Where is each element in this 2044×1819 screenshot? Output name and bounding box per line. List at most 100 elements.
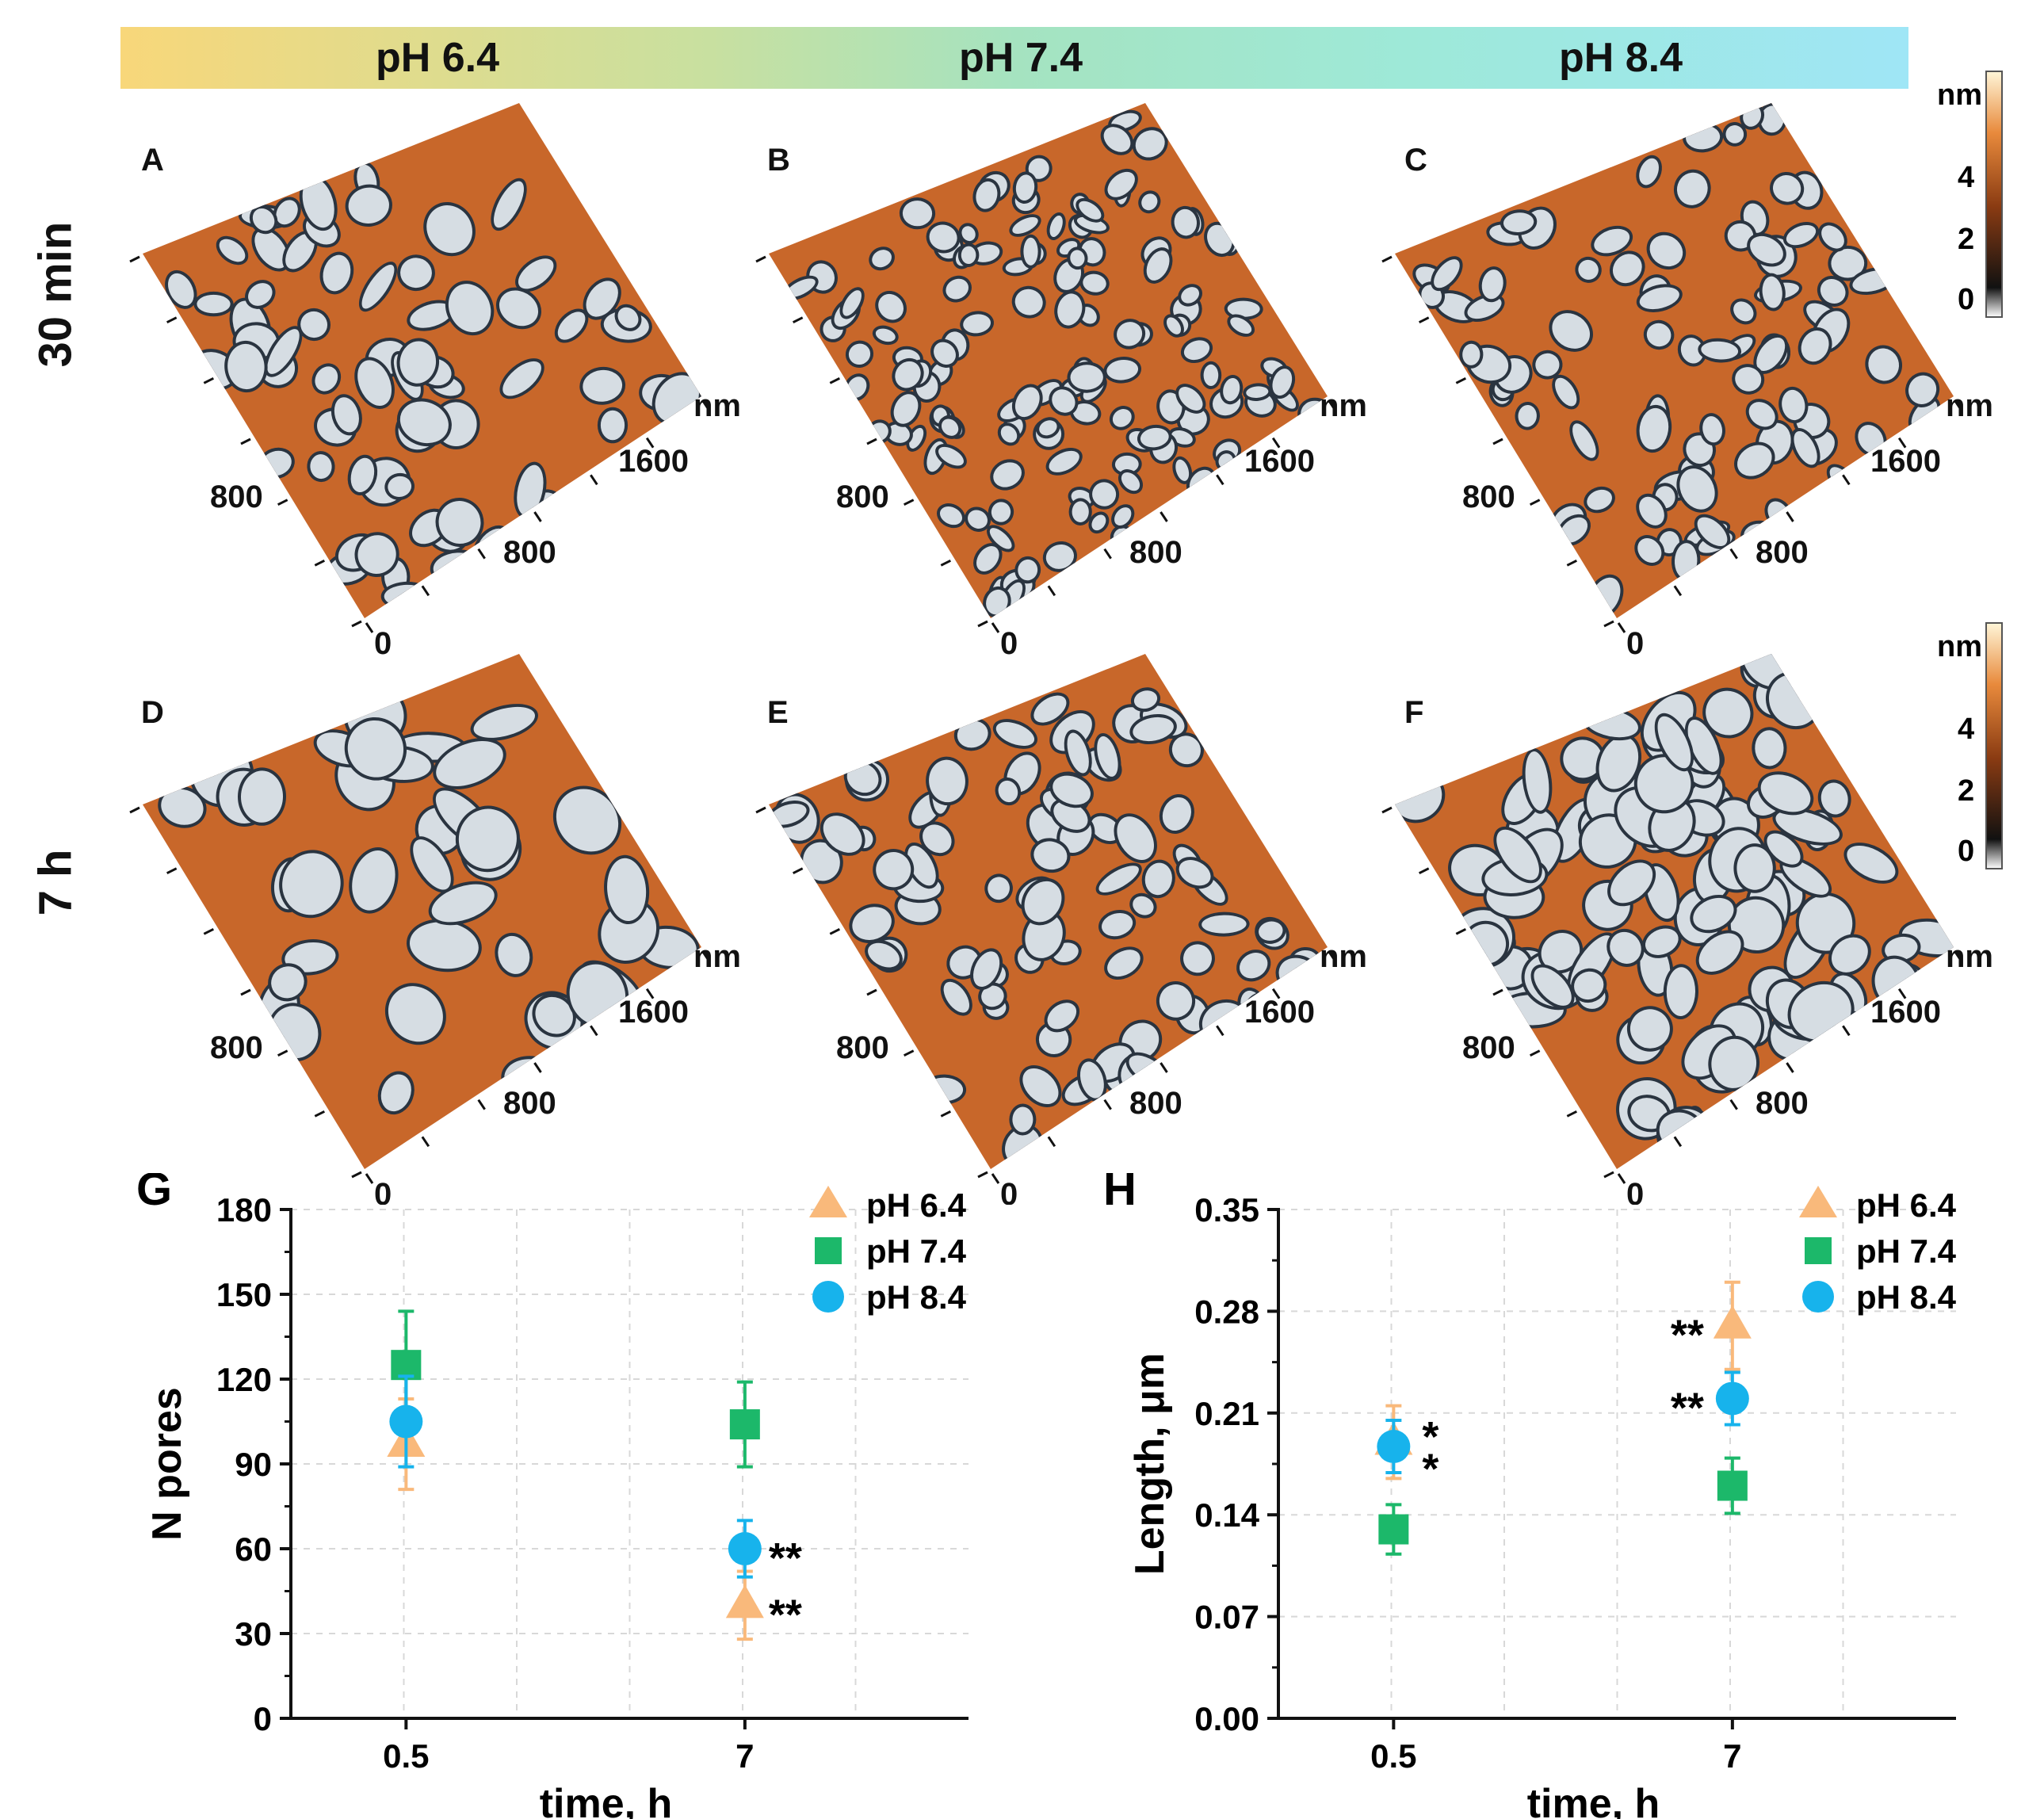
x-tick-label: 0.5	[383, 1737, 429, 1775]
y-tick-label: 0.14	[1194, 1496, 1259, 1534]
y-tick-label: 120	[216, 1361, 272, 1398]
colorbar-gradient	[1985, 622, 2003, 869]
colorbar-gradient	[1985, 71, 2003, 318]
tick-800-right: 800	[1129, 535, 1182, 570]
tick-1600: 1600	[1870, 444, 1941, 479]
svg-text:pH 6.4: pH 6.4	[866, 1187, 967, 1224]
panel-letter: E	[767, 695, 789, 730]
point-circle-7	[728, 1519, 762, 1579]
axis-unit: nm	[1946, 939, 1993, 974]
legend-entry: pH 7.4	[1805, 1232, 1957, 1270]
svg-text:pH 7.4: pH 7.4	[866, 1232, 967, 1270]
point-circle-0.5	[389, 1374, 423, 1469]
tick-800-left: 800	[1462, 480, 1515, 514]
tick-1600: 1600	[1244, 444, 1315, 479]
svg-text:pH 7.4: pH 7.4	[1856, 1232, 1957, 1270]
chart-h-length: 0.00 0.07 0.14 0.21 0.28 0.35 0.5 7 time, h Lengt…	[1103, 1173, 1957, 1819]
colorbar-tick-0: 0	[1958, 283, 1974, 316]
y-tick-label: 60	[235, 1530, 272, 1568]
colorbar-unit: nm	[1937, 78, 1982, 112]
y-tick-label: 0.28	[1194, 1293, 1259, 1330]
significance-marker: *	[1422, 1445, 1438, 1492]
tick-800-left: 800	[210, 1030, 263, 1065]
panel-letter: F	[1404, 695, 1423, 730]
significance-marker: **	[1671, 1312, 1704, 1359]
afm-pores	[769, 687, 1324, 1168]
tick-800-left: 800	[210, 480, 263, 514]
panel-letter: A	[141, 143, 164, 178]
tick-0: 0	[1626, 626, 1644, 661]
tick-0: 0	[1000, 626, 1018, 661]
legend-entry: pH 7.4	[815, 1232, 967, 1270]
chart-g-n-pores: 0 30 60 90 120 150 180 0.5 7 time, h N pores G ** ** p…	[136, 1173, 969, 1819]
tick-800-right: 800	[503, 1086, 556, 1121]
legend-entry: pH 8.4	[812, 1278, 967, 1316]
significance-marker: **	[769, 1534, 802, 1582]
tick-0: 0	[1000, 1177, 1018, 1205]
y-tick-label: 30	[235, 1615, 272, 1653]
tick-800-right: 800	[1756, 535, 1809, 570]
point-circle-0.5	[1377, 1418, 1411, 1475]
ph-label-7-4: pH 7.4	[958, 35, 1083, 81]
axis-unit: nm	[1320, 388, 1367, 423]
x-tick-label: 7	[1723, 1737, 1741, 1775]
point-circle-7	[1715, 1370, 1749, 1427]
tick-0: 0	[374, 626, 392, 661]
tick-800-right: 800	[1756, 1086, 1809, 1121]
tick-800-left: 800	[836, 1030, 889, 1065]
afm-pores	[165, 161, 701, 610]
panel-letter: G	[136, 1173, 172, 1215]
colorbar-tick-4: 4	[1958, 713, 1974, 746]
legend-entry: pH 6.4	[1799, 1186, 1957, 1224]
tick-1600: 1600	[1244, 995, 1315, 1030]
axis-unit: nm	[1320, 939, 1367, 974]
height-colorbar-top: nm 4 2 0	[1894, 67, 2044, 328]
ph-label-6-4: pH 6.4	[375, 35, 500, 81]
tick-800-right: 800	[1129, 1086, 1182, 1121]
svg-text:pH 6.4: pH 6.4	[1856, 1187, 1957, 1224]
y-axis-label: Length, μm	[1127, 1353, 1173, 1575]
height-colorbar-bottom: nm 4 2 0	[1894, 618, 2044, 880]
y-tick-label: 150	[216, 1276, 272, 1313]
legend-entry: pH 6.4	[809, 1186, 967, 1224]
tick-800-left: 800	[1462, 1030, 1515, 1065]
x-tick-label: 0.5	[1370, 1737, 1416, 1775]
colorbar-unit: nm	[1937, 630, 1982, 663]
tick-1600: 1600	[618, 995, 689, 1030]
afm-image-grid: Anm16008008000Bnm16008008000Cnm160080080…	[129, 103, 1993, 1205]
colorbar-tick-2: 2	[1958, 223, 1974, 256]
y-tick-label: 0.07	[1194, 1599, 1259, 1636]
x-axis-label: time, h	[1527, 1781, 1660, 1819]
tick-0: 0	[1626, 1177, 1644, 1205]
afm-pores	[782, 109, 1328, 618]
panel-letter: D	[141, 695, 164, 730]
y-axis-label: N pores	[144, 1387, 190, 1541]
point-square-0.5	[1378, 1503, 1409, 1556]
axis-unit: nm	[693, 939, 741, 974]
panel-letter: C	[1404, 143, 1427, 178]
svg-text:pH 8.4: pH 8.4	[866, 1278, 967, 1316]
tick-0: 0	[374, 1177, 392, 1205]
tick-800-right: 800	[503, 535, 556, 570]
axis-unit: nm	[1946, 388, 1993, 423]
panel-letter: H	[1103, 1173, 1137, 1215]
y-tick-label: 0	[254, 1700, 272, 1737]
significance-marker: **	[1671, 1384, 1704, 1431]
axis-unit: nm	[693, 388, 741, 423]
svg-text:pH 8.4: pH 8.4	[1856, 1278, 1957, 1316]
point-square-7	[729, 1380, 760, 1469]
y-tick-label: 0.21	[1194, 1395, 1259, 1432]
ph-label-8-4: pH 8.4	[1558, 35, 1683, 81]
point-triangle-7	[725, 1569, 764, 1641]
tick-1600: 1600	[618, 444, 689, 479]
x-axis-label: time, h	[540, 1781, 673, 1819]
significance-marker: **	[769, 1591, 802, 1638]
colorbar-tick-2: 2	[1958, 774, 1974, 808]
tick-1600: 1600	[1870, 995, 1941, 1030]
y-tick-label: 0.00	[1194, 1700, 1259, 1737]
